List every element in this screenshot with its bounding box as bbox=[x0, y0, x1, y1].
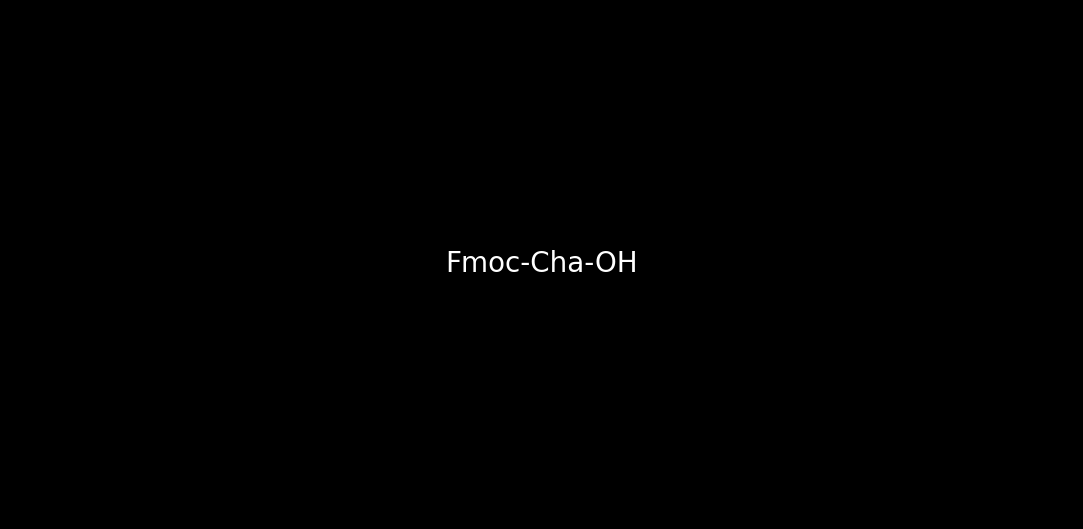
Text: Fmoc-Cha-OH: Fmoc-Cha-OH bbox=[445, 251, 638, 278]
